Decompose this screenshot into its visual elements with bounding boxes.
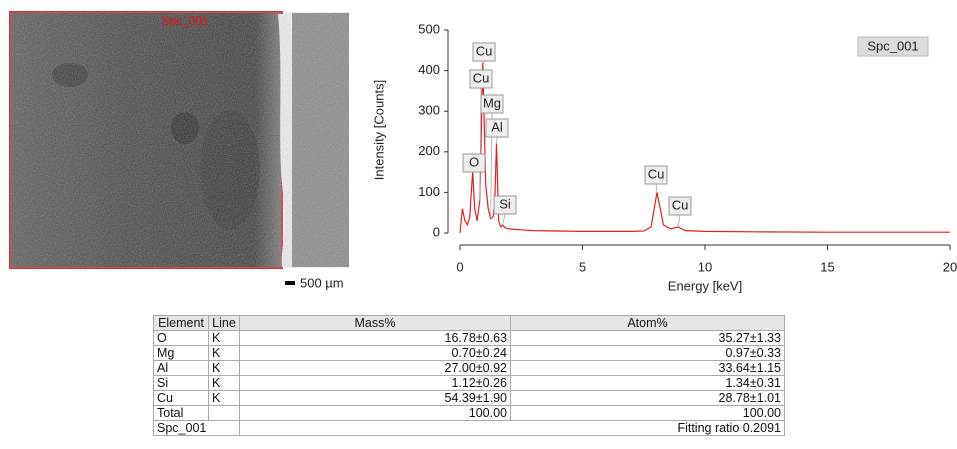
annotation-label: Cu — [672, 197, 689, 212]
table-cell: 1.12±0.26 — [239, 375, 511, 391]
table-cell: O — [153, 330, 209, 346]
table-cell: Total — [153, 405, 209, 421]
y-tick-label: 0 — [433, 224, 440, 239]
table-row: O K 16.78±0.63 35.27±1.33 — [153, 330, 785, 346]
table-cell: 54.39±1.90 — [239, 390, 511, 406]
table-row: Element Line Mass% Atom% — [153, 315, 785, 331]
table-cell: K — [208, 345, 240, 361]
table-cell: Element — [153, 315, 209, 331]
table-cell: 100.00 — [510, 405, 785, 421]
table-cell: Fitting ratio 0.2091 — [239, 420, 785, 436]
table-row: Spc_001 Fitting ratio 0.2091 — [153, 420, 785, 436]
annotation-box — [644, 165, 668, 185]
y-axis-label: Intensity [Counts] — [371, 80, 386, 180]
table-cell: 1.34±0.31 — [510, 375, 785, 391]
annotation-box — [462, 153, 486, 173]
x-tick-label: 0 — [456, 259, 463, 274]
legend-label: Spc_001 — [867, 38, 918, 53]
table-cell: Mg — [153, 345, 209, 361]
annotation-box — [668, 196, 692, 216]
image-label: Spc_001 — [161, 14, 209, 28]
y-tick-label: 300 — [418, 103, 440, 118]
annotation-label: Cu — [476, 43, 493, 58]
table-cell: Si — [153, 375, 209, 391]
table-cell: 35.27±1.33 — [510, 330, 785, 346]
table-row: Cu K 54.39±1.90 28.78±1.01 — [153, 390, 785, 406]
y-tick-label: 100 — [418, 184, 440, 199]
table-cell: 100.00 — [239, 405, 511, 421]
annotation-box — [480, 94, 504, 114]
table-cell: Al — [153, 360, 209, 376]
table-row: Mg K 0.70±0.24 0.97±0.33 — [153, 345, 785, 361]
annotation-label: Cu — [473, 70, 490, 85]
annotation-leader — [502, 213, 506, 225]
legend-box — [857, 36, 929, 57]
annotation-label: Si — [499, 196, 511, 211]
table-cell: 0.70±0.24 — [239, 345, 511, 361]
table-cell: Atom% — [510, 315, 785, 331]
table-cell: K — [208, 390, 240, 406]
x-tick-label: 20 — [943, 259, 957, 274]
annotation-box — [485, 118, 509, 138]
table-row: Si K 1.12±0.26 1.34±0.31 — [153, 375, 785, 391]
x-tick-label: 15 — [820, 259, 834, 274]
annotation-box — [472, 42, 496, 62]
y-tick-label: 500 — [418, 21, 440, 36]
annotation-box — [469, 69, 493, 89]
spectrum-line — [459, 62, 950, 234]
x-axis-label: Energy [keV] — [668, 278, 742, 293]
table-cell: Cu — [153, 390, 209, 406]
annotation-label: O — [469, 154, 479, 169]
scale-bar-label: 500 µm — [300, 275, 344, 290]
y-tick-label: 400 — [418, 62, 440, 77]
results-table: Element Line Mass% Atom% O K 16.78±0.63 35.27±1… — [153, 315, 785, 436]
table-cell: Mass% — [239, 315, 511, 331]
table-cell: 0.97±0.33 — [510, 345, 785, 361]
annotation-box — [493, 195, 517, 215]
table-cell: K — [208, 330, 240, 346]
table-cell: Line — [208, 315, 240, 331]
annotation-label: Mg — [483, 95, 501, 110]
table-cell — [208, 405, 240, 421]
sem-image: Spc_001 500 µm — [9, 11, 349, 290]
table-cell: 16.78±0.63 — [239, 330, 511, 346]
table-cell: Spc_001 — [153, 420, 240, 436]
annotation-label: Cu — [648, 166, 665, 181]
y-tick-label: 200 — [418, 143, 440, 158]
x-tick-label: 5 — [579, 259, 586, 274]
table-row: Al K 27.00±0.92 33.64±1.15 — [153, 360, 785, 376]
annotation-leader — [677, 214, 681, 227]
table-row: Total 100.00 100.00 — [153, 405, 785, 421]
table-cell: 28.78±1.01 — [510, 390, 785, 406]
x-tick-label: 10 — [698, 259, 712, 274]
annotation-leader — [655, 183, 658, 193]
table-cell: K — [208, 375, 240, 391]
table-cell: K — [208, 360, 240, 376]
table-cell: 33.64±1.15 — [510, 360, 785, 376]
annotation-label: Al — [491, 119, 503, 134]
table-cell: 27.00±0.92 — [239, 360, 511, 376]
